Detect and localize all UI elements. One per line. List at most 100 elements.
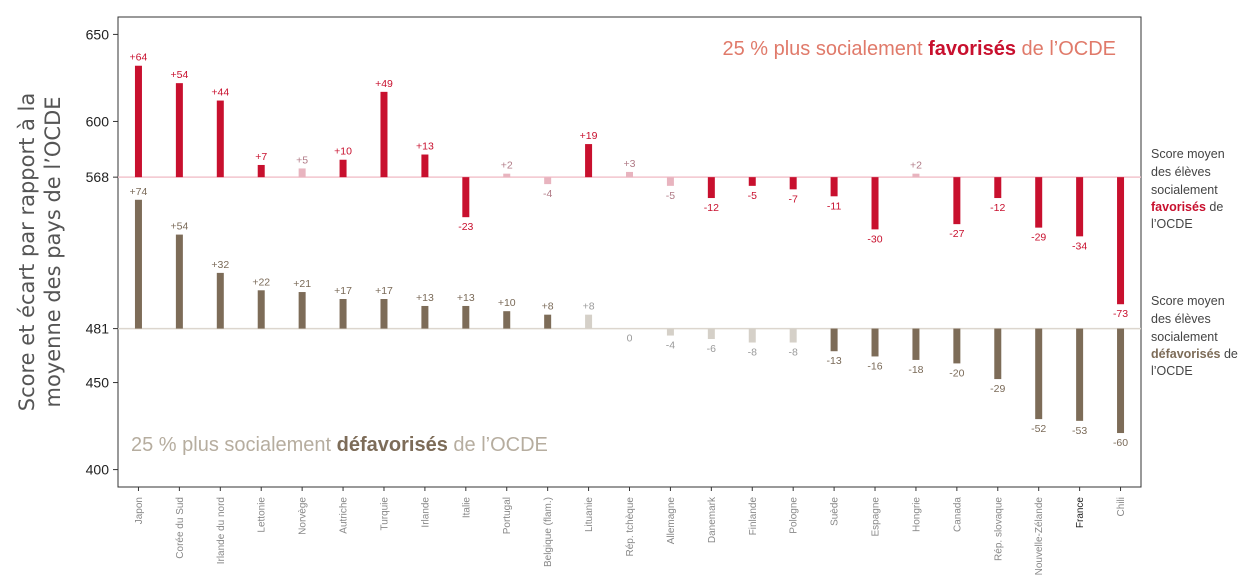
defavorises-bar — [462, 305, 470, 329]
defavorises-bar — [748, 328, 756, 343]
x-category-label: Chili — [1116, 497, 1127, 516]
favorises-value-label: -5 — [748, 190, 757, 202]
favorises-bar — [134, 65, 142, 178]
x-category-label: Lettonie — [257, 497, 268, 533]
favorises-value-label: -5 — [666, 190, 675, 202]
x-category-label: Italie — [461, 497, 472, 519]
defavorises-value-label: +17 — [334, 285, 352, 297]
defavorises-value-label: -29 — [990, 383, 1005, 395]
x-category-label: Rép. tchèque — [625, 497, 636, 557]
favorises-value-label: +5 — [296, 154, 308, 166]
bars: +64 +54 +44 +7 +5 +10 +49 +13 -23 +2 -4 +19 +3 -5 -12 -… — [130, 52, 1129, 449]
x-category-label: Irlande du nord — [216, 497, 227, 564]
x-category-label: Portugal — [502, 497, 513, 534]
defavorises-bar — [707, 328, 715, 340]
annotation-bottom: 25 % plus socialement défavorisés de l’O… — [131, 434, 548, 456]
side-label-top: Score moyen des élèves socialement favor… — [1151, 147, 1225, 231]
defavorises-value-label: -20 — [949, 367, 964, 379]
x-category-label: Suède — [830, 497, 841, 526]
plot-frame — [117, 16, 1142, 488]
defavorises-value-label: -8 — [748, 347, 757, 359]
favorises-bar — [1035, 177, 1043, 228]
side-bottom-line5: l’OCDE — [1151, 364, 1193, 378]
favorises-bar — [462, 177, 470, 218]
favorises-bar — [421, 154, 429, 178]
favorises-bar — [298, 168, 306, 178]
favorises-bar — [503, 173, 511, 178]
defavorises-value-label: +74 — [130, 186, 148, 198]
x-category-label: Pologne — [789, 497, 800, 534]
x-category-label: Hongrie — [911, 497, 922, 532]
defavorises-bar — [134, 199, 142, 329]
defavorises-bar — [544, 314, 552, 329]
favorises-bar — [1076, 177, 1084, 237]
defavorises-value-label: -13 — [827, 355, 842, 367]
x-axis-categories: Japon Corée du Sud Irlande du nord Lettonie… — [134, 487, 1127, 575]
defavorises-bar — [298, 292, 306, 329]
x-category-label: Espagne — [871, 497, 882, 537]
favorises-bar — [666, 177, 674, 186]
x-category-label: Belgique (flam.) — [543, 497, 554, 567]
defavorises-value-label: -16 — [867, 360, 882, 372]
favorises-bar — [871, 177, 879, 230]
defavorises-value-label: -6 — [707, 343, 716, 355]
defavorises-bar — [871, 328, 879, 357]
favorises-bar — [953, 177, 961, 225]
favorises-value-label: -12 — [704, 202, 719, 214]
favorises-value-label: +49 — [375, 78, 393, 90]
defavorises-bar — [339, 299, 347, 329]
favorises-bar — [626, 171, 633, 178]
y-axis-ticks: 650 600 568 481 450 400 — [86, 26, 118, 478]
defavorises-bar — [421, 305, 429, 329]
x-category-label: Japon — [134, 497, 145, 524]
favorises-value-label: +19 — [580, 130, 598, 142]
x-category-label: Canada — [952, 497, 963, 532]
defavorises-value-label: +54 — [170, 221, 188, 233]
favorises-value-label: -11 — [827, 200, 842, 212]
defavorises-bar — [380, 299, 388, 329]
favorises-value-label: +54 — [170, 69, 188, 81]
defavorises-value-label: +21 — [293, 278, 311, 290]
favorises-bar — [994, 177, 1002, 199]
favorises-value-label: -30 — [867, 233, 882, 245]
favorises-bar — [380, 91, 388, 178]
x-category-label: Lituanie — [584, 497, 595, 532]
side-top-bold: favorisés — [1151, 200, 1206, 214]
favorises-bar — [216, 100, 224, 178]
favorises-value-label: -12 — [990, 202, 1005, 214]
favorises-value-label: +10 — [334, 146, 352, 158]
x-category-label: Norvège — [298, 497, 309, 535]
favorises-bar — [912, 173, 920, 178]
defavorises-bar — [994, 328, 1002, 380]
side-top-line1: Score moyen — [1151, 147, 1225, 161]
side-top-line5: l’OCDE — [1151, 217, 1193, 231]
defavorises-value-label: +32 — [211, 259, 229, 271]
annotation-bottom-pre: 25 % plus socialement — [131, 434, 337, 456]
side-label-bottom: Score moyen des élèves socialement défav… — [1151, 294, 1238, 378]
defavorises-bar — [1076, 328, 1084, 421]
annotation-top: 25 % plus socialement favorisés de l’OCD… — [722, 38, 1116, 60]
side-bottom-line4: défavorisés de — [1151, 347, 1238, 361]
defavorises-bar — [257, 290, 265, 329]
x-category-label: Rép. slovaque — [993, 497, 1004, 561]
defavorises-bar — [912, 328, 920, 360]
favorises-bar — [748, 177, 756, 186]
side-top-after: de — [1206, 200, 1223, 214]
y-tick-label: 400 — [86, 462, 110, 478]
side-bottom-after: de — [1220, 347, 1237, 361]
favorises-bar — [257, 164, 265, 178]
y-axis-title: Score et écart par rapport à la moyenne … — [15, 93, 65, 412]
defavorises-value-label: +17 — [375, 285, 393, 297]
defavorises-value-label: 0 — [627, 333, 633, 345]
favorises-value-label: +44 — [211, 87, 229, 99]
favorises-value-label: -34 — [1072, 240, 1087, 252]
defavorises-bar — [666, 328, 674, 336]
defavorises-bar — [585, 314, 593, 329]
defavorises-bar — [789, 328, 797, 343]
favorises-bar — [830, 177, 838, 197]
defavorises-bar — [1035, 328, 1043, 420]
favorises-value-label: +13 — [416, 141, 434, 153]
favorises-value-label: -4 — [543, 188, 552, 200]
y-tick-label: 600 — [86, 113, 110, 129]
